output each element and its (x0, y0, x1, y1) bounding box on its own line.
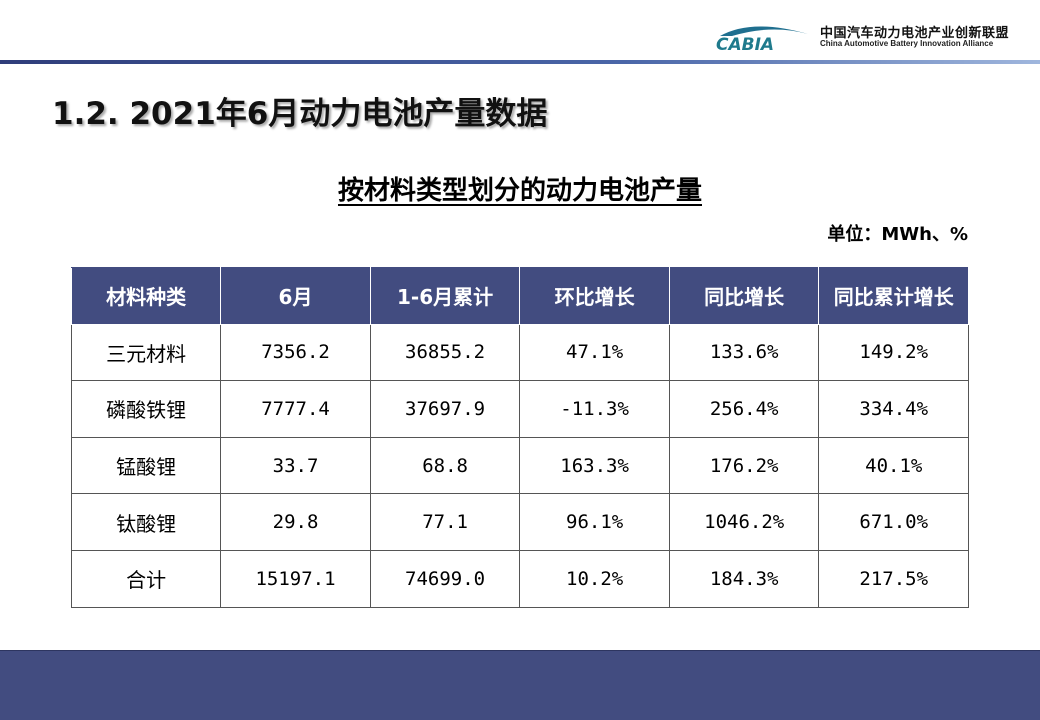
value-cell: 7356.2 (220, 323, 371, 382)
value-cell: 29.8 (220, 493, 371, 551)
table-row: 三元材料 7356.2 36855.2 47.1% 133.6% 149.2% (70, 323, 969, 382)
material-cell: 合计 (70, 549, 222, 608)
production-table: 材料种类 6月 1-6月累计 环比增长 同比增长 同比累计增长 三元材料 7356… (70, 267, 969, 608)
value-cell: 96.1% (519, 493, 670, 551)
value-cell: 133.6% (668, 323, 820, 382)
value-cell: 163.3% (519, 436, 670, 495)
material-cell: 三元材料 (70, 323, 222, 382)
table-row: 磷酸铁锂 7777.4 37697.9 -11.3% 256.4% 334.4% (70, 380, 969, 438)
cabia-logo-mark: CABIA (716, 26, 808, 52)
org-name-en: China Automotive Battery Innovation Alli… (820, 39, 994, 48)
table-title: 按材料类型划分的动力电池产量 (337, 176, 702, 206)
value-cell: 176.2% (668, 436, 820, 495)
svg-text:CABIA: CABIA (716, 35, 774, 52)
value-cell: 10.2% (519, 549, 670, 608)
material-cell: 磷酸铁锂 (70, 380, 222, 438)
value-cell: 74699.0 (369, 549, 521, 608)
column-header: 同比增长 (668, 267, 820, 325)
material-cell: 钛酸锂 (70, 493, 222, 551)
column-header: 1-6月累计 (369, 267, 521, 325)
value-cell: 47.1% (519, 323, 670, 382)
value-cell: 33.7 (220, 436, 371, 495)
value-cell: 7777.4 (220, 380, 371, 438)
value-cell: 1046.2% (668, 493, 820, 551)
value-cell: 68.8 (369, 436, 521, 495)
value-cell: 217.5% (818, 549, 969, 608)
table-header-row: 材料种类 6月 1-6月累计 环比增长 同比增长 同比累计增长 (70, 267, 969, 325)
org-name-cn: 中国汽车动力电池产业创新联盟 (820, 26, 1010, 41)
cabia-logo: CABIA 中国汽车动力电池产业创新联盟 China Automotive Ba… (712, 18, 1032, 54)
value-cell: 77.1 (369, 493, 521, 551)
slide-title: 1.2. 2021年6月动力电池产量数据 (52, 96, 548, 132)
column-header: 材料种类 (70, 267, 222, 325)
value-cell: 15197.1 (220, 549, 371, 608)
value-cell: 184.3% (668, 549, 820, 608)
column-header: 环比增长 (519, 267, 670, 325)
value-cell: 36855.2 (369, 323, 521, 382)
value-cell: 149.2% (818, 323, 969, 382)
column-header: 同比累计增长 (818, 267, 969, 325)
footer-band (0, 650, 1040, 720)
value-cell: -11.3% (519, 380, 670, 438)
column-header: 6月 (220, 267, 371, 325)
material-cell: 锰酸锂 (70, 436, 222, 495)
value-cell: 334.4% (818, 380, 969, 438)
header-divider (0, 60, 1040, 64)
table-row: 合计 15197.1 74699.0 10.2% 184.3% 217.5% (70, 549, 969, 608)
table-row: 钛酸锂 29.8 77.1 96.1% 1046.2% 671.0% (70, 493, 969, 551)
unit-label: 单位：MWh、% (827, 224, 968, 245)
table-row: 锰酸锂 33.7 68.8 163.3% 176.2% 40.1% (70, 436, 969, 495)
value-cell: 671.0% (818, 493, 969, 551)
value-cell: 256.4% (668, 380, 820, 438)
value-cell: 37697.9 (369, 380, 521, 438)
value-cell: 40.1% (818, 436, 969, 495)
